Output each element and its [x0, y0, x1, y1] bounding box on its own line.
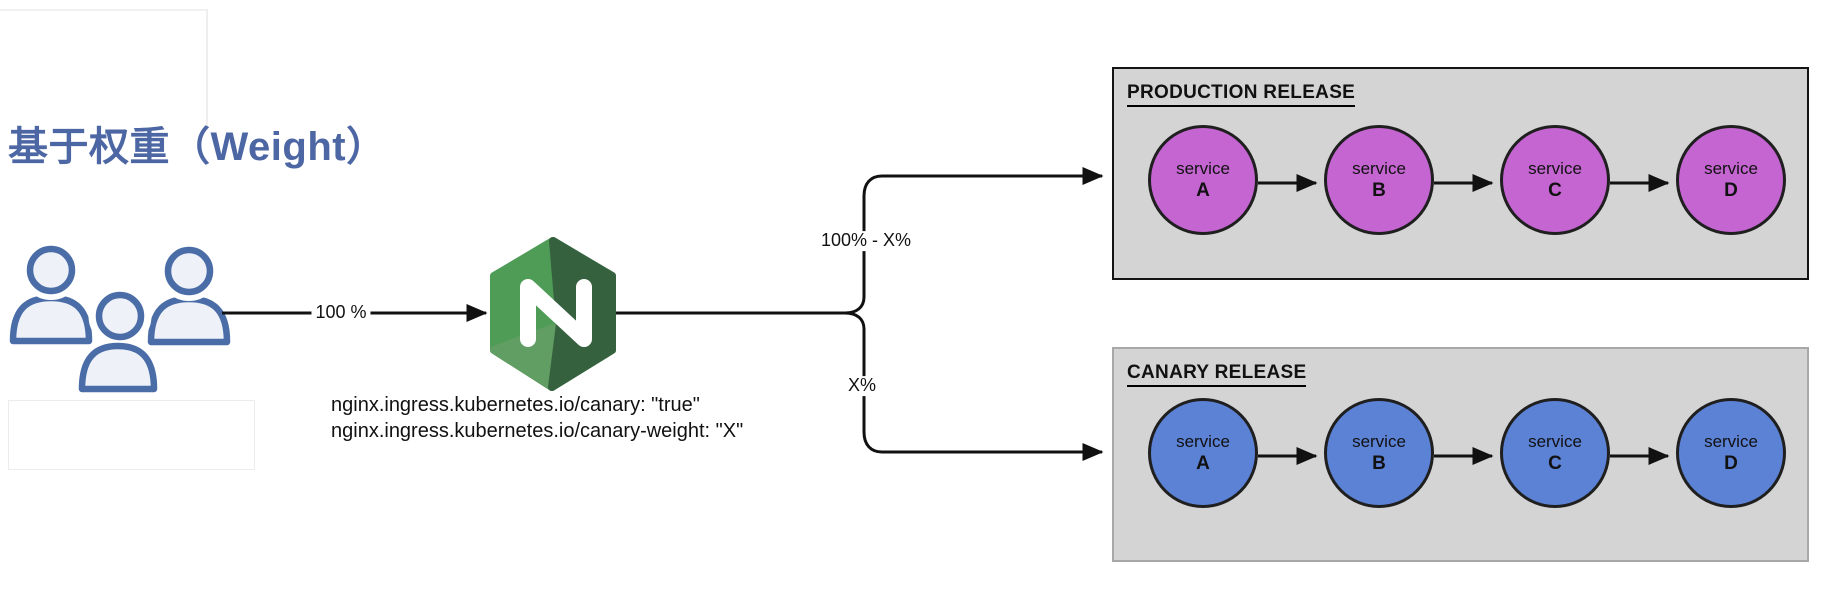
- user-head-halo: [21, 240, 81, 300]
- production-service-c: service C: [1500, 125, 1610, 235]
- service-label: service: [1176, 158, 1230, 178]
- production-release-box: PRODUCTION RELEASE service A service B s…: [1112, 67, 1809, 280]
- branch-to-canary-arrow: [844, 311, 1104, 461]
- canary-service-a: service A: [1148, 398, 1258, 508]
- service-id: A: [1196, 452, 1210, 474]
- canary-annotation: nginx.ingress.kubernetes.io/canary: "tru…: [331, 394, 700, 416]
- user-body: [9, 294, 93, 345]
- user-head: [26, 245, 76, 295]
- production-service-a: service A: [1148, 125, 1258, 235]
- inbound-traffic-label: 100 %: [311, 302, 371, 323]
- service-label: service: [1352, 431, 1406, 451]
- canary-service-b: service B: [1324, 398, 1434, 508]
- service-id: D: [1724, 179, 1738, 201]
- service-id: A: [1196, 179, 1210, 201]
- page-title: 基于权重（Weight）: [8, 125, 387, 169]
- user-head: [164, 246, 214, 296]
- background-panel: [0, 9, 208, 130]
- production-release-title: PRODUCTION RELEASE: [1127, 82, 1356, 107]
- empty-placeholder-box: [8, 400, 255, 470]
- user-body: [78, 342, 158, 393]
- user-body: [147, 295, 231, 346]
- user-head: [95, 291, 145, 341]
- service-id: C: [1548, 179, 1562, 201]
- nginx-hexagon-light-face: [490, 324, 557, 391]
- service-label: service: [1352, 158, 1406, 178]
- service-label: service: [1704, 431, 1758, 451]
- service-label: service: [1176, 431, 1230, 451]
- nginx-letter-n: [520, 279, 592, 347]
- canary-service-d: service D: [1676, 398, 1786, 508]
- service-id: B: [1372, 179, 1386, 201]
- nginx-logo: [490, 237, 616, 391]
- nginx-hexagon-face: [490, 237, 616, 391]
- service-label: service: [1704, 158, 1758, 178]
- service-id: B: [1372, 452, 1386, 474]
- canary-release-title: CANARY RELEASE: [1127, 362, 1307, 387]
- canary-weight-label: X%: [843, 375, 881, 396]
- nginx-hexagon-dark-face: [548, 237, 616, 391]
- production-service-b: service B: [1324, 125, 1434, 235]
- production-service-d: service D: [1676, 125, 1786, 235]
- canary-release-box: CANARY RELEASE service A service B servi…: [1112, 347, 1809, 562]
- service-id: C: [1548, 452, 1562, 474]
- service-id: D: [1724, 452, 1738, 474]
- users-icon: [9, 240, 231, 393]
- production-weight-label: 100% - X%: [816, 230, 916, 251]
- service-label: service: [1528, 431, 1582, 451]
- canary-weight-annotation: nginx.ingress.kubernetes.io/canary-weigh…: [331, 420, 744, 442]
- user-head-halo: [159, 241, 219, 301]
- canary-service-c: service C: [1500, 398, 1610, 508]
- nginx-annotations: nginx.ingress.kubernetes.io/canary: "tru…: [331, 392, 743, 444]
- service-label: service: [1528, 158, 1582, 178]
